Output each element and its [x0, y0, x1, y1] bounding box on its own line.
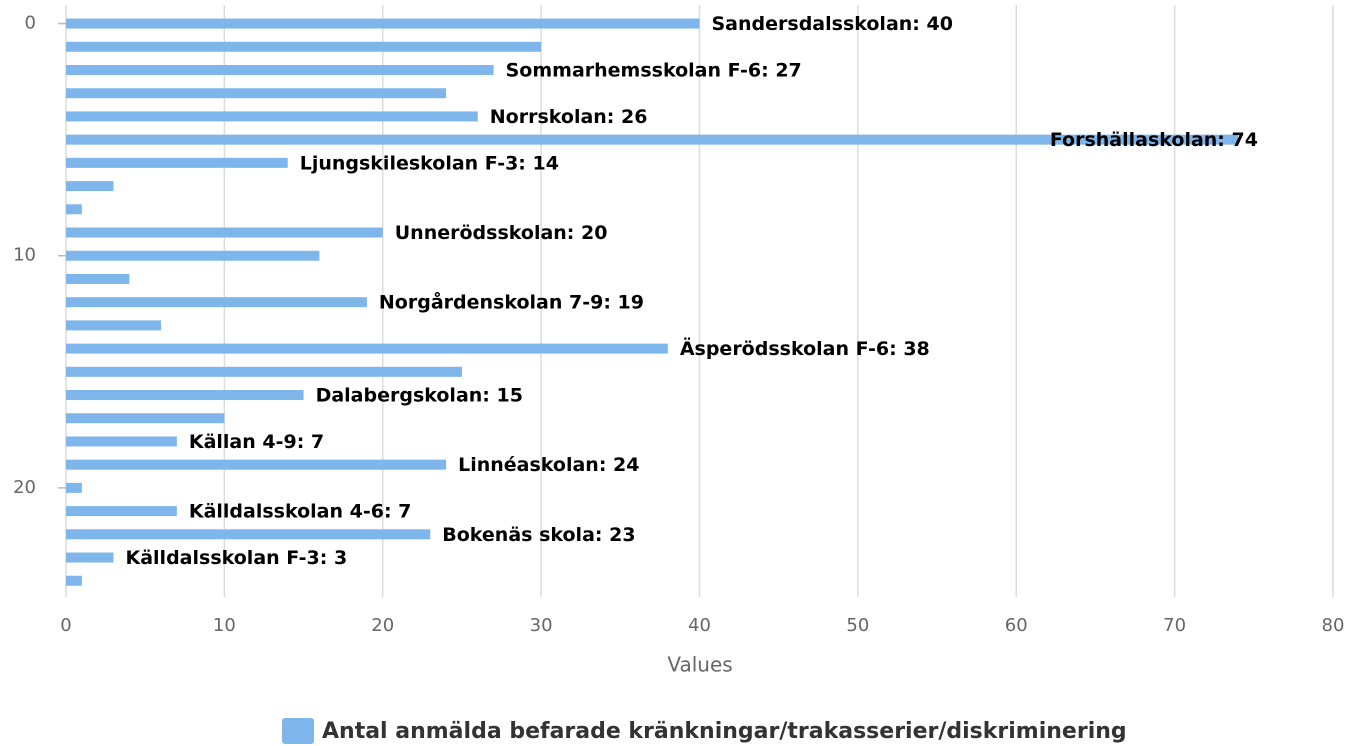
y-tick-label: 20 [13, 477, 36, 498]
x-axis-label: Values [667, 653, 732, 677]
bar [66, 506, 177, 517]
x-tick-label: 0 [60, 615, 71, 636]
data-label: Källdalsskolan 4-6: 7 [189, 501, 412, 523]
bar [66, 482, 82, 493]
legend-label: Antal anmälda befarade kränkningar/traka… [322, 719, 1127, 744]
x-tick-label: 40 [688, 615, 711, 636]
data-label: Äsperödsskolan F-6: 38 [680, 336, 930, 360]
bar [66, 65, 494, 76]
legend-swatch [282, 718, 314, 744]
bar [66, 204, 82, 215]
data-label: Ljungskileskolan F-3: 14 [300, 152, 559, 174]
x-tick-label: 50 [846, 615, 869, 636]
bar [66, 273, 130, 284]
bar [66, 575, 82, 586]
bar [66, 320, 162, 331]
data-label: Forshällaskolan: 74 [1050, 129, 1258, 151]
x-tick-label: 20 [371, 615, 394, 636]
bar [66, 297, 367, 308]
data-label: Unnerödsskolan: 20 [395, 222, 608, 244]
data-label: Dalabergskolan: 15 [316, 385, 523, 407]
data-label: Sandersdalsskolan: 40 [712, 13, 953, 35]
bar [66, 390, 304, 401]
data-label: Norgårdenskolan 7-9: 19 [379, 290, 644, 314]
x-tick-label: 60 [1005, 615, 1028, 636]
bar [66, 366, 462, 377]
bar [66, 111, 478, 122]
bar [66, 18, 700, 29]
y-tick-label: 0 [25, 13, 36, 34]
data-label: Linnéaskolan: 24 [458, 454, 639, 476]
x-tick-label: 10 [213, 615, 236, 636]
data-label: Norrskolan: 26 [490, 106, 648, 128]
bar [66, 41, 542, 52]
data-label: Källdalsskolan F-3: 3 [126, 547, 348, 569]
data-label: Källan 4-9: 7 [189, 431, 324, 453]
bar [66, 436, 177, 447]
bar [66, 157, 288, 168]
bar [66, 88, 447, 99]
bar [66, 343, 668, 354]
x-tick-label: 30 [530, 615, 553, 636]
x-tick-label: 80 [1322, 615, 1345, 636]
y-tick-label: 10 [13, 245, 36, 266]
bar [66, 250, 320, 261]
bar [66, 181, 114, 192]
bar [66, 552, 114, 563]
bar [66, 227, 383, 238]
data-label: Bokenäs skola: 23 [442, 524, 635, 546]
data-label: Sommarhemsskolan F-6: 27 [506, 60, 802, 82]
bar [66, 413, 225, 424]
x-tick-label: 70 [1163, 615, 1186, 636]
bar [66, 134, 1238, 145]
bar [66, 529, 431, 540]
bar [66, 459, 447, 470]
